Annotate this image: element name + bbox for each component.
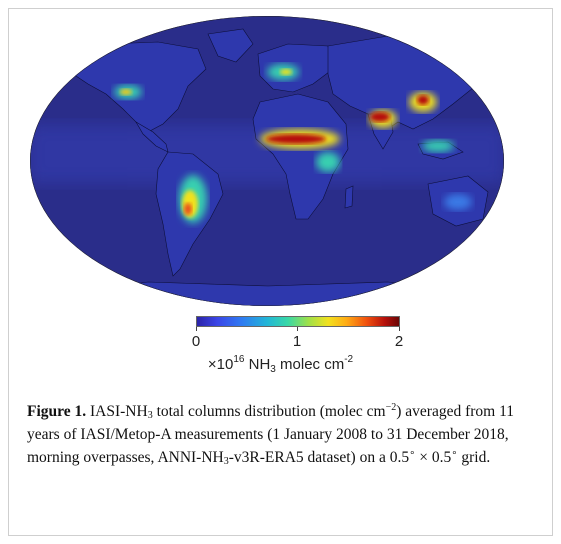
colorbar-tick-label: 1 (292, 333, 302, 350)
colorbar-tick (399, 327, 400, 331)
caption-degree: ∘ (451, 448, 458, 459)
unit-species: NH (248, 356, 271, 373)
unit-species-sub: 3 (270, 364, 276, 375)
figure-caption: Figure 1. IASI-NH3 total columns distrib… (27, 398, 537, 471)
caption-text: IASI-NH (86, 403, 148, 420)
caption-text: total columns distribution (molec cm (152, 403, 386, 420)
colorbar-tick (297, 327, 298, 331)
colorbar-tick-label: 0 (191, 333, 201, 350)
unit-rest: molec cm (275, 356, 345, 373)
colorbar-unit-label: ×1016 NH3 molec cm-2 (0, 354, 561, 375)
unit-prefix: ×10 (207, 356, 234, 373)
caption-sub: 3 (147, 410, 153, 421)
unit-rest-exp: -2 (344, 354, 354, 365)
nh3-hotspots (114, 64, 472, 223)
caption-text: grid. (457, 449, 491, 466)
caption-text: ) averaged from 11 years of IASI/Metop-A… (27, 403, 515, 466)
caption-degree: ∘ (409, 448, 416, 459)
unit-exponent: 16 (233, 354, 245, 365)
caption-label: Figure 1. (27, 403, 87, 420)
caption-sub: 3 (223, 456, 229, 467)
colorbar-tick-label: 2 (394, 333, 404, 350)
colorbar (196, 316, 400, 327)
caption-sup: −2 (385, 402, 397, 413)
caption-text: × 0.5 (415, 449, 452, 466)
caption-text: -v3R-ERA5 dataset) on a 0.5 (228, 449, 410, 466)
colorbar-tick (196, 327, 197, 331)
world-map (30, 16, 504, 306)
